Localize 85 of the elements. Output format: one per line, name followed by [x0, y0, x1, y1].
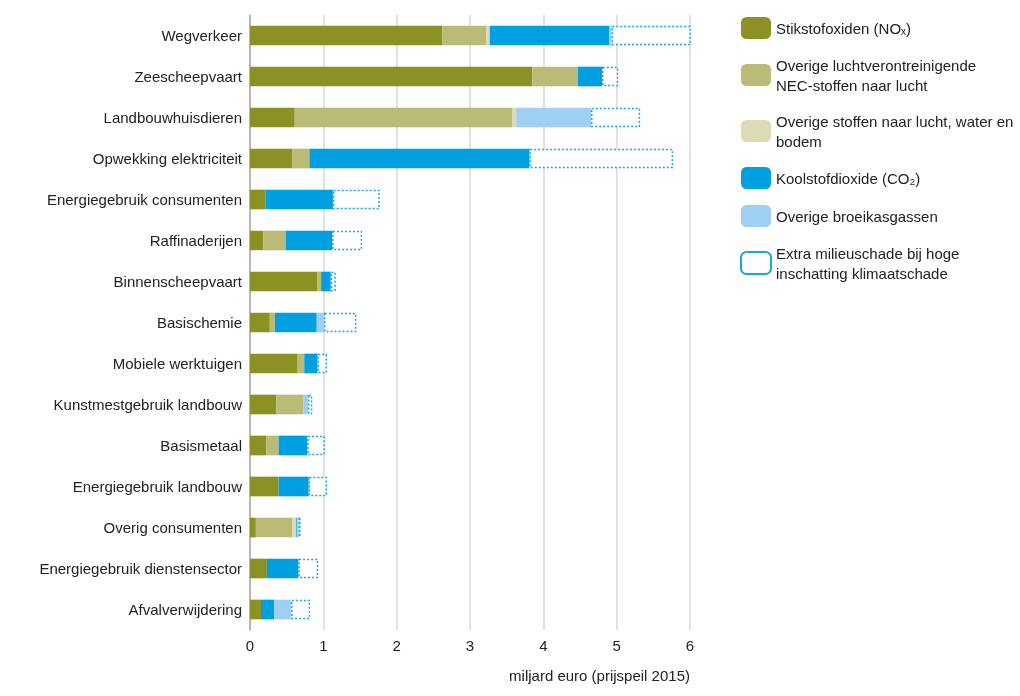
y-tick-label: Opwekking elektriciteit [92, 150, 243, 167]
bar [250, 599, 261, 620]
bar [308, 476, 327, 497]
bar [532, 66, 578, 87]
bar [250, 435, 267, 456]
bar [250, 25, 443, 46]
bar [577, 66, 602, 87]
bar [250, 230, 264, 251]
bar [250, 476, 279, 497]
legend-label: Overige stoffen naar lucht, water en bodem [776, 112, 1018, 150]
legend-label: Extra milieuschade bij hoge inschatting klimaatschade [776, 244, 964, 282]
bar [298, 558, 319, 579]
bar [269, 312, 275, 333]
bar [261, 599, 275, 620]
bar [285, 230, 333, 251]
y-tick-label: Binnenscheepvaart [113, 273, 243, 290]
legend-label: Overige broeikasgassen [776, 207, 938, 225]
bar [250, 271, 318, 292]
bar [486, 25, 490, 46]
y-tick-label: Wegverkeer [161, 27, 242, 44]
bar [611, 25, 691, 46]
bar [330, 271, 336, 292]
legend-label: Stikstofoxiden (NOₓ) [776, 19, 911, 37]
y-tick-label: Overig consumenten [103, 519, 242, 536]
bar [263, 230, 286, 251]
bar [602, 66, 619, 87]
bar [266, 435, 279, 456]
bar [265, 189, 333, 210]
bar [274, 599, 292, 620]
legend-label: Koolstofdioxide (CO₂) [776, 169, 921, 187]
y-tick-label: Kunstmestgebruik landbouw [53, 396, 243, 413]
bar [529, 148, 674, 169]
bar [294, 107, 513, 128]
bar [278, 435, 308, 456]
bar [250, 558, 267, 579]
x-tick-label: 5 [612, 637, 621, 654]
bar [307, 435, 325, 456]
bar [317, 271, 322, 292]
bar [516, 107, 591, 128]
bar [276, 394, 304, 415]
y-tick-label: Afvalverwijdering [128, 601, 242, 618]
bar [250, 189, 266, 210]
bar [250, 353, 298, 374]
y-tick-label: Basischemie [156, 314, 242, 331]
x-tick-label: 0 [245, 637, 255, 654]
bar [609, 25, 612, 46]
bar [250, 107, 295, 128]
bar [278, 476, 309, 497]
x-tick-label: 6 [685, 637, 695, 654]
y-tick-label: Zeescheepvaart [134, 68, 243, 85]
bar [250, 394, 277, 415]
bar [591, 107, 641, 128]
bar [324, 312, 357, 333]
y-tick-label: Landbouwhuisdieren [103, 109, 242, 126]
y-tick-label: Mobiele werktuigen [112, 355, 242, 372]
y-tick-label: Basismetaal [160, 437, 242, 454]
x-tick-label: 1 [319, 637, 328, 654]
bar [321, 271, 331, 292]
bar [304, 353, 318, 374]
bar [274, 312, 317, 333]
bar [292, 148, 310, 169]
bar [309, 148, 530, 169]
y-tick-label: Raffinaderijen [149, 232, 242, 249]
bar [317, 353, 327, 374]
bar [250, 66, 533, 87]
y-tick-label: Energiegebruik dienstensector [39, 560, 242, 577]
bar [307, 394, 313, 415]
bar [489, 25, 610, 46]
bar [332, 230, 363, 251]
bar [332, 189, 380, 210]
bar [250, 312, 270, 333]
bar [255, 517, 293, 538]
y-tick-label: Energiegebruik consumenten [46, 191, 242, 208]
bar [250, 148, 293, 169]
x-axis-title: miljard euro (prijspeil 2015) [509, 667, 690, 684]
y-tick-label: Energiegebruik landbouw [72, 478, 243, 495]
bar [316, 312, 325, 333]
bar [250, 517, 256, 538]
bar [442, 25, 487, 46]
x-tick-label: 2 [392, 637, 401, 654]
bar [266, 558, 299, 579]
legend-label: Overige luchtverontreinigende NEC-stoffen naar lucht [776, 56, 981, 94]
x-tick-label: 4 [539, 637, 548, 654]
bar [291, 599, 311, 620]
x-tick-label: 3 [465, 637, 475, 654]
